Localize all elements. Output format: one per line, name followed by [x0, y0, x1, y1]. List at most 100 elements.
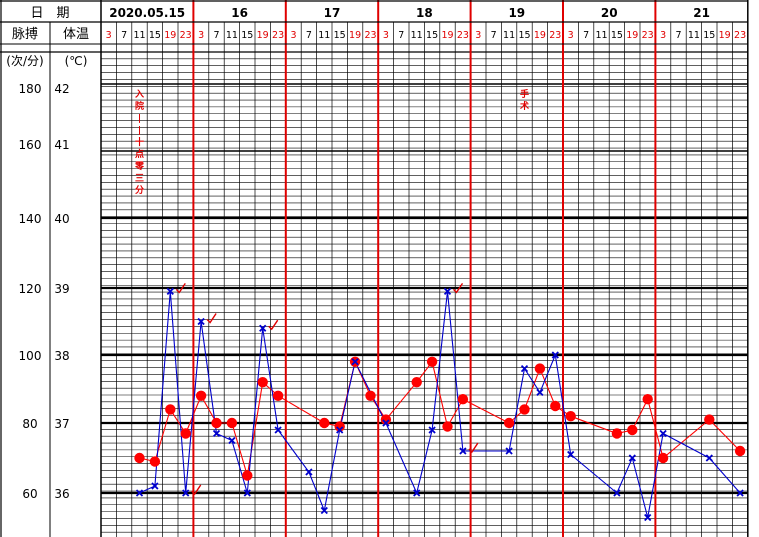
chart-series: [134, 282, 746, 522]
red-circle-point: [426, 356, 438, 367]
red-circle-point: [334, 421, 345, 432]
pulse-tick-label: 100: [19, 349, 42, 363]
hour-label: 19: [534, 30, 546, 41]
hour-label: 11: [688, 30, 700, 41]
blue-cross-point: [520, 364, 529, 373]
blue-cross-point: [551, 351, 559, 359]
red-circle-point: [442, 421, 453, 432]
hour-label: 7: [213, 30, 219, 41]
hour-label: 11: [595, 30, 607, 41]
hour-label: 15: [703, 30, 715, 41]
hour-label: 11: [503, 30, 515, 41]
red-circle-point: [180, 428, 191, 439]
hour-label: 23: [272, 30, 284, 41]
red-circle-point: [165, 404, 176, 415]
day-label: 2020.05.15: [109, 6, 185, 20]
day-label: 16: [231, 6, 248, 20]
temp-tick-label: 37: [54, 417, 69, 431]
hour-label: 15: [241, 30, 253, 41]
blue-cross-point: [613, 489, 621, 497]
red-circle-point: [242, 470, 253, 481]
red-circle-point: [519, 404, 530, 415]
checkmark-mark: [468, 442, 479, 454]
blue-cross-point: [443, 287, 452, 295]
blue-cross-point: [274, 426, 282, 434]
admission-note: 院: [135, 100, 144, 112]
day-label: 19: [508, 6, 525, 20]
checkmark-mark: [191, 484, 202, 496]
hour-label: 15: [149, 30, 161, 41]
blue-cross-point: [320, 506, 328, 515]
hour-label: 19: [164, 30, 176, 41]
temp-tick-label: 42: [54, 82, 69, 96]
pulse-tick-label: 80: [22, 417, 37, 431]
blue-cross-point: [151, 482, 159, 490]
red-circle-point: [380, 414, 392, 425]
pulse-tick-label: 60: [22, 487, 37, 501]
hour-label: 15: [518, 30, 530, 41]
red-circle-point: [734, 445, 746, 457]
hour-label: 19: [719, 30, 731, 41]
hour-label: 23: [734, 30, 746, 41]
admission-note: 分: [135, 184, 144, 196]
hour-label: 7: [491, 30, 497, 41]
blue-cross-point: [428, 426, 436, 434]
blue-series-line: [139, 291, 741, 518]
hour-label: 3: [660, 30, 666, 41]
pulse-tick-label: 140: [19, 212, 42, 226]
hour-label: 23: [180, 30, 192, 41]
hour-label: 11: [411, 30, 423, 41]
pulse-unit: (次/分): [6, 54, 43, 68]
hour-label: 23: [364, 30, 376, 41]
red-circle-point: [457, 394, 469, 405]
hour-label: 3: [383, 30, 389, 41]
blue-cross-point: [567, 450, 575, 459]
blue-cross-point: [197, 317, 205, 326]
red-circle-point: [704, 414, 715, 425]
red-circle-point: [411, 377, 422, 388]
red-circle-point: [365, 390, 376, 401]
hour-label: 7: [583, 30, 589, 41]
blue-cross-point: [505, 447, 513, 455]
day-label: 20: [601, 6, 618, 20]
red-circle-point: [565, 411, 576, 422]
blue-cross-point: [212, 429, 221, 438]
hour-label: 23: [642, 30, 654, 41]
hour-label: 7: [675, 30, 681, 41]
hour-label: 11: [318, 30, 330, 41]
pulse-tick-label: 180: [19, 82, 42, 96]
hour-label: 7: [121, 30, 127, 41]
checkmark-mark: [206, 313, 217, 324]
hour-label: 7: [398, 30, 404, 41]
blue-cross-point: [459, 447, 467, 455]
surgery-note: 术: [519, 100, 529, 112]
day-label: 18: [416, 6, 433, 20]
date-label: 日 期: [30, 6, 69, 21]
pulse-tick-label: 160: [19, 138, 42, 152]
temp-label: 体温: [63, 27, 89, 42]
blue-cross-point: [659, 429, 667, 438]
day-label: 21: [693, 6, 710, 20]
red-circle-point: [534, 363, 546, 374]
temp-tick-label: 36: [54, 487, 69, 501]
hour-label: 19: [441, 30, 453, 41]
temp-tick-label: 38: [54, 349, 69, 363]
red-circle-point: [272, 390, 284, 401]
red-circle-point: [503, 417, 515, 429]
blue-cross-point: [413, 489, 421, 497]
admission-note: 三: [135, 173, 144, 184]
red-circle-point: [642, 394, 653, 405]
hour-label: 19: [626, 30, 638, 41]
hour-label: 15: [426, 30, 438, 41]
hour-label: 3: [106, 30, 112, 41]
surgery-note: 手: [520, 88, 529, 100]
hour-label: 11: [133, 30, 145, 41]
red-circle-point: [627, 424, 638, 436]
hour-label: 23: [549, 30, 561, 41]
blue-cross-point: [736, 489, 744, 497]
blue-cross-point: [536, 388, 544, 397]
admission-note: 零: [134, 161, 145, 172]
